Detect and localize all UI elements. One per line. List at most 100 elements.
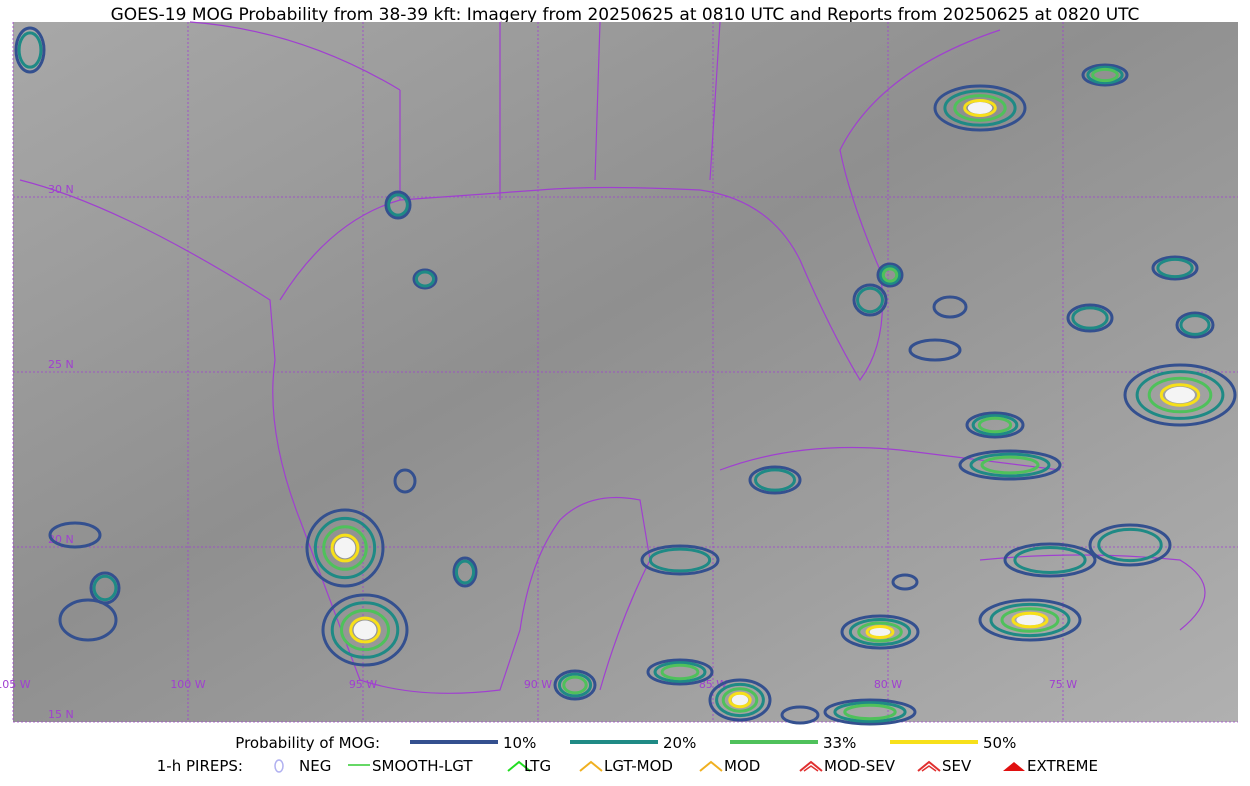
lat-label: 15 N (48, 708, 74, 721)
core (1016, 614, 1044, 626)
contour (339, 608, 391, 652)
contour (1147, 376, 1213, 414)
contour (1175, 311, 1215, 339)
contour (1091, 67, 1119, 83)
icon (803, 765, 819, 772)
contour (58, 598, 118, 642)
core (334, 537, 356, 559)
icon (274, 759, 284, 773)
icon (921, 765, 937, 772)
lon-label: 80 W (874, 678, 902, 691)
contour (971, 414, 1019, 436)
contour (881, 267, 899, 283)
contour (660, 663, 700, 681)
contour (1071, 306, 1109, 330)
pirep-icon (274, 759, 284, 773)
contour (412, 268, 438, 290)
contour (1123, 363, 1237, 427)
pirep-label: SMOOTH-LGT (372, 757, 473, 775)
core (731, 694, 749, 706)
lon-label: 105 W (0, 678, 31, 691)
contour (92, 574, 118, 602)
pirep-icon (1003, 762, 1025, 771)
contour (1086, 65, 1124, 85)
contour (989, 602, 1071, 638)
legend-label: 33% (823, 734, 856, 752)
contour (1003, 542, 1097, 578)
contour (349, 616, 381, 644)
contour (313, 516, 377, 580)
contour (876, 262, 904, 288)
contour (857, 621, 903, 643)
contour (843, 703, 897, 721)
icon (699, 760, 723, 772)
contour (1179, 314, 1211, 336)
contour (780, 705, 820, 725)
contour (17, 31, 43, 69)
legend-label: 20% (663, 734, 696, 752)
pirep-icon (507, 760, 531, 772)
contour (393, 468, 417, 494)
contour (953, 94, 1007, 122)
contour (452, 556, 478, 588)
contour (980, 455, 1040, 475)
contour (932, 295, 968, 319)
contour (823, 698, 917, 726)
contour (852, 283, 888, 317)
lat-label: 30 N (48, 183, 74, 196)
contour (708, 678, 772, 722)
contour (330, 601, 400, 659)
pirep-icon (699, 760, 723, 772)
core (869, 627, 891, 637)
contour (728, 691, 752, 709)
pirep-icon (579, 760, 603, 772)
contour (840, 614, 920, 650)
contour (943, 89, 1017, 127)
legend-label: 10% (503, 734, 536, 752)
contour (969, 452, 1051, 478)
contour (715, 682, 765, 718)
contour (384, 190, 412, 220)
contour (963, 99, 997, 117)
contour (562, 675, 588, 695)
contour (721, 687, 759, 713)
contour (646, 658, 714, 686)
contour (978, 598, 1082, 642)
contour (1097, 527, 1163, 563)
contour (330, 533, 360, 563)
contour (1159, 383, 1201, 407)
lon-label: 90 W (524, 678, 552, 691)
contour (977, 416, 1013, 434)
pireps-title: 1-h PIREPS: (157, 757, 243, 775)
contour (748, 465, 802, 495)
core (1165, 386, 1195, 404)
lon-label: 75 W (1049, 678, 1077, 691)
contour (648, 547, 712, 573)
contour (1011, 611, 1049, 629)
legend-title: Probability of MOG: (235, 734, 380, 752)
contour (48, 521, 102, 549)
icon (917, 760, 941, 772)
contour (553, 669, 597, 701)
icon (579, 760, 603, 772)
contour (1013, 546, 1087, 574)
contour (833, 701, 907, 723)
pirep-icon (799, 760, 823, 772)
pirep-label: MOD (724, 757, 760, 775)
contour (1156, 257, 1194, 279)
contour (1088, 523, 1172, 567)
lon-label: 85 W (699, 678, 727, 691)
title: GOES-19 MOG Probability from 38-39 kft: … (111, 5, 1140, 25)
lon-label: 100 W (170, 678, 205, 691)
core (967, 102, 993, 114)
pirep-label: EXTREME (1027, 757, 1098, 775)
contour (387, 193, 409, 217)
contour (414, 270, 436, 288)
contour (1151, 255, 1199, 281)
contour (1066, 303, 1114, 333)
pirep-icon (917, 760, 941, 772)
contour (933, 84, 1027, 132)
contour (1000, 607, 1060, 633)
